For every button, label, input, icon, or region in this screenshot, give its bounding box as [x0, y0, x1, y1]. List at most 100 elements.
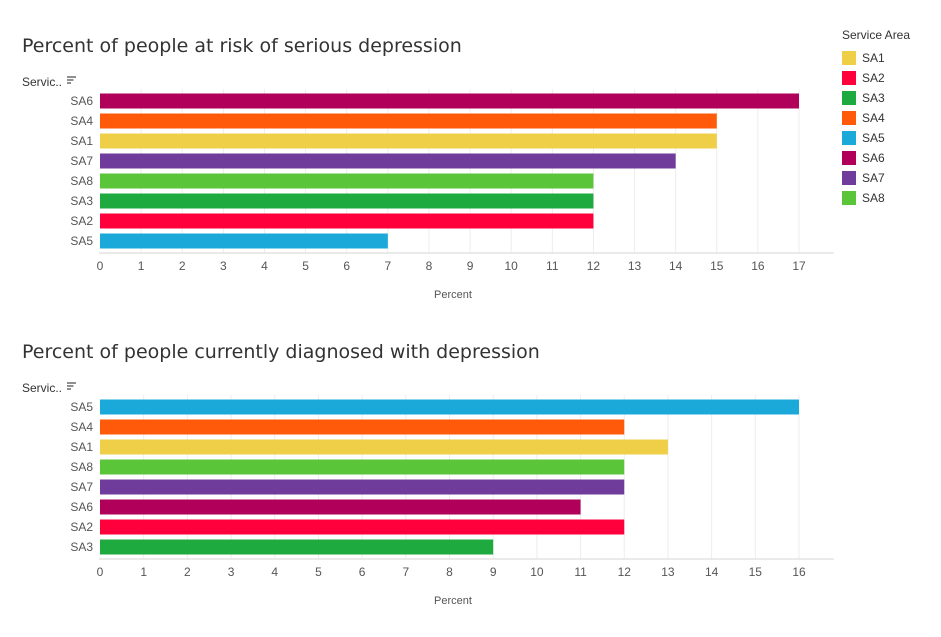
x-tick-label: 11 — [546, 259, 559, 273]
category-label: SA3 — [70, 194, 93, 208]
sort-icon — [67, 76, 76, 84]
legend-item-sa6[interactable]: SA6 — [842, 148, 910, 168]
category-label: SA2 — [70, 214, 93, 228]
legend-label: SA6 — [862, 151, 885, 165]
x-tick-label: 5 — [315, 565, 322, 579]
x-tick-label: 1 — [138, 259, 145, 273]
bar-sa8 — [100, 459, 625, 475]
x-tick-label: 12 — [587, 259, 601, 273]
x-tick-label: 5 — [302, 259, 309, 273]
bar-sa8 — [100, 173, 594, 189]
x-tick-label: 8 — [426, 259, 433, 273]
x-tick-label: 10 — [504, 259, 518, 273]
x-tick-label: 3 — [228, 565, 235, 579]
legend-swatch — [842, 171, 856, 185]
legend-swatch — [842, 91, 856, 105]
legend-item-sa3[interactable]: SA3 — [842, 88, 910, 108]
legend-label: SA5 — [862, 131, 885, 145]
legend-label: SA7 — [862, 171, 885, 185]
bar-sa7 — [100, 479, 625, 495]
x-tick-label: 14 — [705, 565, 719, 579]
bar-sa1 — [100, 439, 668, 455]
category-label: SA2 — [70, 520, 93, 534]
x-tick-label: 2 — [179, 259, 186, 273]
legend-item-sa5[interactable]: SA5 — [842, 128, 910, 148]
x-tick-label: 4 — [261, 259, 268, 273]
x-tick-label: 14 — [669, 259, 683, 273]
bar-sa3 — [100, 539, 494, 555]
x-tick-label: 3 — [220, 259, 227, 273]
x-tick-label: 17 — [792, 259, 806, 273]
legend-label: SA1 — [862, 51, 885, 65]
category-label: SA7 — [70, 154, 93, 168]
x-tick-label: 16 — [751, 259, 765, 273]
category-label: SA6 — [70, 500, 93, 514]
legend-swatch — [842, 191, 856, 205]
sort-icon — [67, 382, 76, 390]
x-tick-label: 16 — [792, 565, 806, 579]
x-tick-label: 15 — [749, 565, 763, 579]
category-label: SA8 — [70, 460, 93, 474]
chart-title-diagnosed: Percent of people currently diagnosed wi… — [22, 341, 540, 363]
legend-swatch — [842, 111, 856, 125]
legend-swatch — [842, 131, 856, 145]
category-label: SA6 — [70, 94, 93, 108]
legend-label: SA3 — [862, 91, 885, 105]
category-label: SA4 — [70, 114, 93, 128]
category-label: SA4 — [70, 420, 93, 434]
category-label: SA5 — [70, 400, 93, 414]
x-tick-label: 1 — [140, 565, 147, 579]
x-tick-label: 0 — [97, 565, 104, 579]
bar-sa5 — [100, 399, 799, 415]
legend-label: SA8 — [862, 191, 885, 205]
legend-label: SA4 — [862, 111, 885, 125]
bar-sa4 — [100, 419, 625, 435]
legend-item-sa7[interactable]: SA7 — [842, 168, 910, 188]
x-tick-label: 13 — [661, 565, 675, 579]
bar-sa7 — [100, 153, 676, 169]
category-label: SA8 — [70, 174, 93, 188]
x-tick-label: 12 — [618, 565, 632, 579]
x-tick-label: 6 — [343, 259, 350, 273]
bar-sa4 — [100, 113, 717, 129]
x-tick-label: 9 — [467, 259, 474, 273]
bar-sa5 — [100, 233, 388, 249]
category-label: SA1 — [70, 440, 93, 454]
bar-sa3 — [100, 193, 594, 209]
x-axis-title: Percent — [434, 595, 472, 607]
x-tick-label: 15 — [710, 259, 724, 273]
bar-sa2 — [100, 213, 594, 229]
category-label: SA3 — [70, 540, 93, 554]
category-label: SA1 — [70, 134, 93, 148]
bar-sa6 — [100, 499, 581, 515]
row-header: Servic.. — [22, 381, 62, 395]
row-header: Servic.. — [22, 75, 62, 89]
x-tick-label: 13 — [628, 259, 642, 273]
x-tick-label: 7 — [384, 259, 391, 273]
service-area-legend: Service Area SA1 SA2 SA3 SA4 SA5 SA6 SA7 SA8 — [842, 28, 910, 208]
legend-item-sa4[interactable]: SA4 — [842, 108, 910, 128]
legend-item-sa2[interactable]: SA2 — [842, 68, 910, 88]
x-tick-label: 8 — [446, 565, 453, 579]
chart-title-risk: Percent of people at risk of serious dep… — [22, 35, 462, 57]
x-tick-label: 9 — [490, 565, 497, 579]
x-tick-label: 0 — [97, 259, 104, 273]
x-tick-label: 4 — [271, 565, 278, 579]
bar-sa6 — [100, 93, 799, 109]
legend-label: SA2 — [862, 71, 885, 85]
category-label: SA7 — [70, 480, 93, 494]
x-tick-label: 6 — [359, 565, 366, 579]
x-tick-label: 10 — [530, 565, 544, 579]
x-tick-label: 7 — [402, 565, 409, 579]
legend-title: Service Area — [842, 28, 911, 42]
x-axis-title: Percent — [434, 289, 472, 301]
bar-sa2 — [100, 519, 625, 535]
category-label: SA5 — [70, 234, 93, 248]
legend-item-sa8[interactable]: SA8 — [842, 188, 910, 208]
x-tick-label: 2 — [184, 565, 191, 579]
legend-item-sa1[interactable]: SA1 — [842, 48, 910, 68]
legend-swatch — [842, 51, 856, 65]
legend-swatch — [842, 151, 856, 165]
